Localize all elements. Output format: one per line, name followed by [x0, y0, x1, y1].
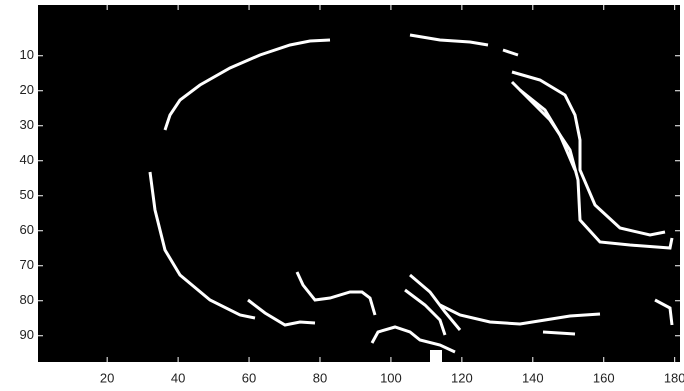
- edge: [430, 350, 442, 362]
- image-area: [38, 5, 680, 362]
- y-tick-label: 70: [20, 257, 34, 272]
- x-tick-label: 20: [100, 370, 114, 385]
- x-tick-label: 80: [313, 370, 327, 385]
- x-tick-label: 120: [451, 370, 473, 385]
- edge: [543, 332, 575, 334]
- x-tick-label: 40: [171, 370, 185, 385]
- y-tick-label: 10: [20, 47, 34, 62]
- y-tick-label: 30: [20, 117, 34, 132]
- y-tick-label: 90: [20, 327, 34, 342]
- figure: 20 40 60 80 100 120 140 160 180 10 20 30 40 50 60 70 80 9…: [0, 0, 684, 391]
- x-tick-label: 180: [664, 370, 684, 385]
- y-tick-label: 50: [20, 187, 34, 202]
- x-tick-label: 160: [593, 370, 615, 385]
- x-tick-label: 60: [242, 370, 256, 385]
- x-tick-label: 100: [380, 370, 402, 385]
- y-tick-label: 80: [20, 292, 34, 307]
- y-tick-label: 20: [20, 82, 34, 97]
- y-tick-label: 40: [20, 152, 34, 167]
- y-tick-label: 60: [20, 222, 34, 237]
- x-tick-label: 140: [522, 370, 544, 385]
